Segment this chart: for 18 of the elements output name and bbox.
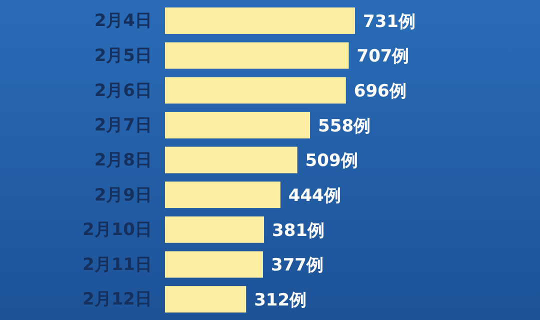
data-label: 444例 [288,186,341,206]
y-tick-label: 2月9日 [94,185,152,206]
data-label: 731例 [363,12,416,32]
data-label: 312例 [254,290,307,310]
y-tick-label: 2月6日 [94,80,152,101]
data-label: 696例 [354,81,406,102]
data-label: 707例 [356,46,410,67]
y-tick-label: 2月12日 [82,290,152,310]
y-tick-label: 2月4日 [94,11,152,32]
y-tick-label: 2月11日 [82,254,152,275]
y-tick-label: 2月5日 [94,46,152,66]
y-tick-label: 2月8日 [94,150,152,170]
data-label: 377例 [270,256,324,276]
y-tick-label: 2月7日 [94,116,152,136]
y-tick-label: 2月10日 [82,220,152,240]
data-label: 509例 [305,151,358,172]
data-label: 558例 [318,116,371,136]
data-label: 381例 [272,220,325,241]
